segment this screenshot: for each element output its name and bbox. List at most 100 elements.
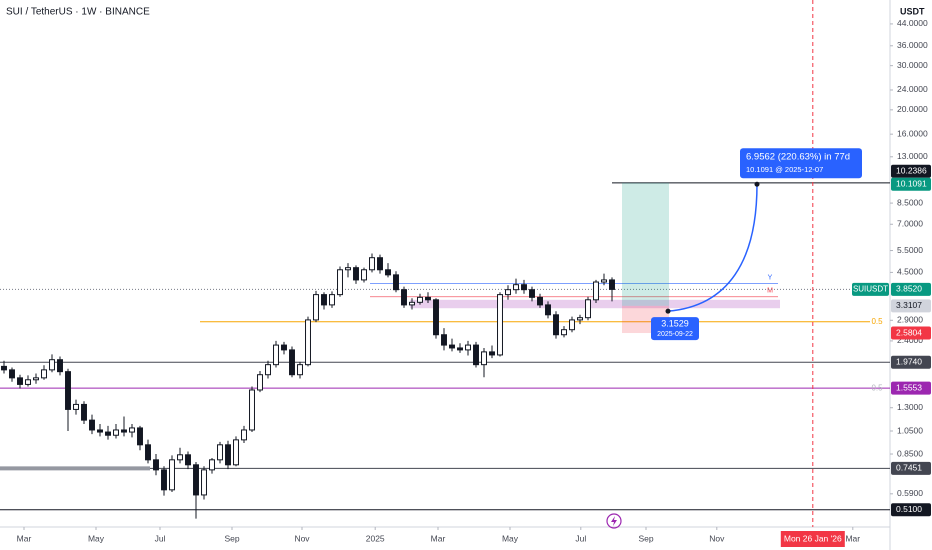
x-tick-label: May [502,533,519,543]
candle-body [273,344,279,366]
candle-body [233,439,239,466]
candle-body [585,299,591,319]
candle-body [297,364,303,376]
candle-body [601,279,607,283]
candle-body [329,294,335,306]
candle-body [449,344,455,349]
price-level-label: 10.1091 [896,178,927,188]
candle-body [65,371,71,410]
candle-body [49,359,55,371]
candle-body [89,419,95,431]
candle-body [121,429,127,433]
candle-body [529,289,535,298]
projection-start [665,308,671,314]
ray-label: M [767,288,773,295]
candle-body [17,377,23,385]
symbol-label: SUIUSDT [853,284,888,293]
candle-body [41,369,47,379]
lightning-icon[interactable] [606,513,622,529]
candle-body [337,269,343,296]
candle-body [353,267,359,281]
fib-label: 0.5 [871,383,883,392]
y-tick-label: 16.0000 [897,128,928,138]
price-level-box [891,381,931,395]
candle-body [249,389,255,431]
candle-body [369,257,375,271]
candle-body [209,459,215,471]
candle-body [185,454,191,466]
candle-body [225,444,231,466]
candle-body [257,374,263,391]
candle-body [289,349,295,376]
x-tick-label: Sep [638,533,653,543]
price-level-label: 0.5100 [896,504,922,514]
x-tick-label: Mar [431,533,446,543]
candle-body [473,344,479,366]
x-tick-label: Nov [709,533,725,543]
projection-start-box [651,317,699,341]
candle-body [385,269,391,276]
y-tick-label: 24.0000 [897,84,928,94]
price-level-label: 10.2386 [896,165,927,175]
candle-body [161,469,167,491]
candle-body [377,257,383,271]
candle-body [313,294,319,321]
position-target [622,182,669,306]
candle-body [409,301,415,306]
y-tick-label: 7.0000 [897,219,923,229]
x-tick-label: Sep [224,533,239,543]
y-tick-label: 2.9000 [897,315,923,325]
candle-body [417,296,423,303]
price-level-label: 1.5553 [896,382,922,392]
candle-body [433,299,439,336]
chart-title: SUI / TetherUS · 1W · BINANCE [6,7,150,18]
candle-body [169,459,175,491]
y-tick-label: 1.3000 [897,402,923,412]
fib-label: 0.5 [871,317,883,326]
candle-body [113,429,119,436]
x-tick-label: Mar [17,533,32,543]
candle-body [401,289,407,306]
price-level-label: 1.9740 [896,356,922,366]
y-tick-label: 0.8500 [897,448,923,458]
candle-body [553,314,559,336]
candle-body [105,431,111,436]
price-level-label: 0.7451 [896,463,922,473]
candle-body [241,429,247,441]
candle-body [9,369,15,379]
candle-body [569,319,575,331]
candle-body [497,294,503,356]
projection-target-sub: 10.1091 @ 2025-12-07 [746,165,823,174]
candle-body [129,427,135,433]
price-level-box [891,164,931,178]
y-tick-label: 36.0000 [897,40,928,50]
candle-body [57,359,63,373]
y-tick-label: 20.0000 [897,104,928,114]
projection-start-label: 3.1529 [661,319,689,329]
cursor-box [780,531,845,547]
axis-unit: USDT [900,6,925,16]
candle-body [345,267,351,271]
candle-body [393,274,399,291]
symbol-box [852,282,889,296]
candle-body [425,296,431,301]
x-tick-label: Mar [845,533,860,543]
price-level-label: 3.8520 [896,284,922,294]
candle-body [441,334,447,346]
candle-body [465,344,471,351]
x-tick-label: Nov [294,533,310,543]
candle-body [505,289,511,296]
ray-label: Y [768,274,773,281]
candle-body [361,269,367,281]
candle-body [137,427,143,446]
candle-body [577,317,583,321]
candle-body [489,351,495,356]
y-tick-label: 8.5000 [897,197,923,207]
projection-start-sub: 2025-09-22 [657,331,693,338]
y-tick-label: 5.5000 [897,245,923,255]
candle-body [33,377,39,381]
price-level-box [891,299,931,313]
y-tick-label: 13.0000 [897,151,928,161]
